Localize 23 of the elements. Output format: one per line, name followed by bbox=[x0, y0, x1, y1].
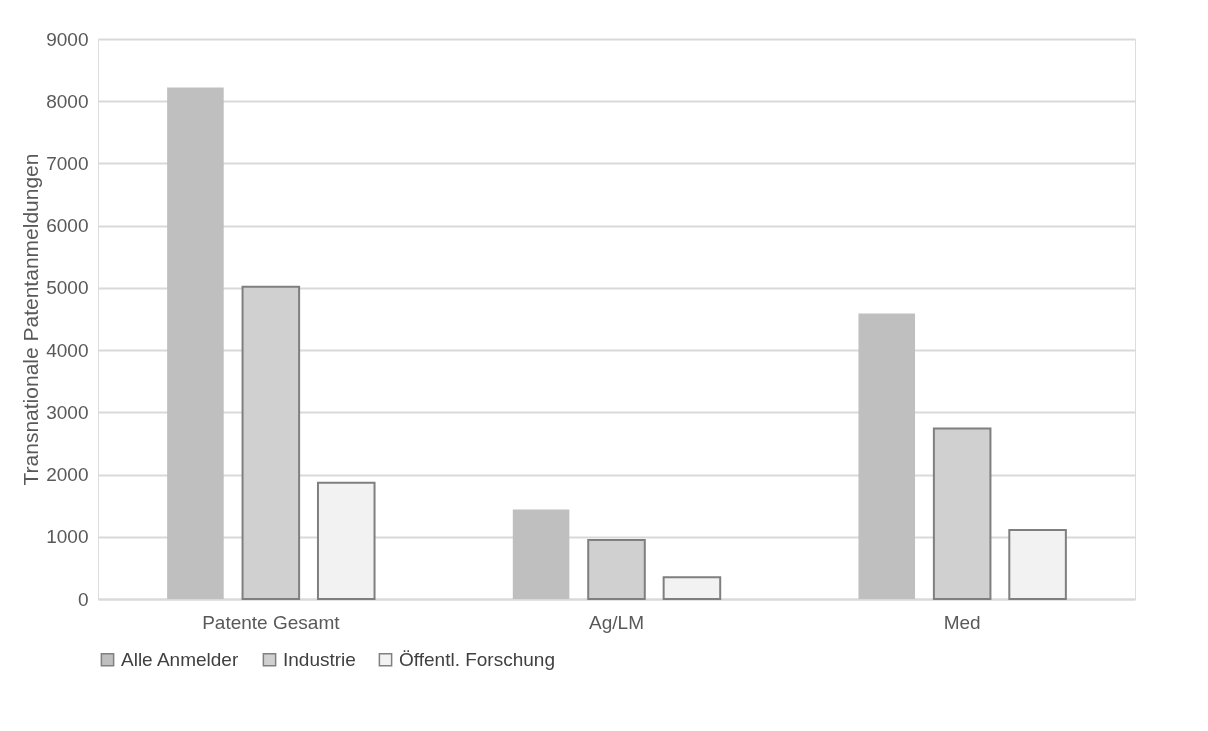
legend-label: Alle Anmelder bbox=[121, 648, 239, 670]
legend-label: Industrie bbox=[283, 648, 356, 670]
x-tick-label: Ag/LM bbox=[589, 611, 644, 633]
y-tick-label: 8000 bbox=[46, 90, 89, 112]
bar bbox=[316, 481, 376, 600]
y-tick-label: 9000 bbox=[46, 28, 89, 50]
y-axis-title: Transnationale Patentanmeldungen bbox=[19, 153, 43, 486]
legend-label: Öffentl. Forschung bbox=[399, 648, 555, 670]
x-tick-label: Med bbox=[943, 611, 981, 633]
y-tick-label: 0 bbox=[77, 588, 89, 610]
y-tick-label: 7000 bbox=[46, 152, 89, 174]
y-tick-label: 2000 bbox=[46, 464, 89, 486]
bar bbox=[512, 509, 570, 599]
bar bbox=[1008, 528, 1067, 600]
y-tick-label: 1000 bbox=[46, 526, 89, 548]
y-tick-label: 6000 bbox=[46, 215, 89, 237]
y-tick-label: 5000 bbox=[46, 277, 89, 299]
bar bbox=[662, 576, 722, 600]
x-tick-label: Patente Gesamt bbox=[202, 611, 341, 633]
y-tick-label: 3000 bbox=[46, 401, 89, 423]
bar bbox=[167, 87, 224, 599]
y-tick-label: 4000 bbox=[46, 339, 89, 361]
bar bbox=[858, 313, 916, 599]
